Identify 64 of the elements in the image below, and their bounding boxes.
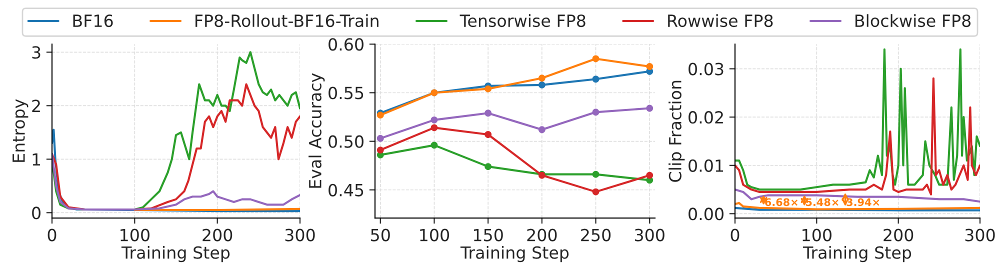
x-tick-label: 200 — [202, 228, 232, 242]
x-tick-label: 300 — [965, 228, 995, 242]
y-axis-title: Eval Accuracy — [308, 73, 325, 188]
x-tick-label: 200 — [527, 228, 557, 242]
x-axis-title: Training Step — [802, 246, 912, 262]
annotation: 6.68× — [765, 198, 798, 206]
y-tick-label: 0.60 — [328, 38, 364, 51]
x-axis-title: Training Step — [460, 246, 569, 262]
y-tick-label: 0.00 — [688, 208, 724, 220]
legend-label: Tensorwise FP8 — [460, 14, 586, 28]
x-tick-label: 100 — [120, 228, 150, 242]
x-tick-label: 200 — [884, 228, 914, 242]
y-tick-label: 0.45 — [328, 184, 364, 196]
line-series — [735, 48, 980, 191]
point — [592, 55, 600, 62]
line-series — [52, 152, 300, 211]
point — [484, 110, 492, 117]
y-tick-label: 0 — [32, 206, 40, 220]
x-tick-label: 250 — [581, 228, 611, 242]
y-axis-title: Clip Fraction — [668, 80, 685, 182]
y-tick-label: 2 — [32, 100, 40, 112]
legend-label: Rowwise FP8 — [668, 14, 773, 28]
x-tick-label: 0 — [730, 228, 740, 242]
point — [646, 104, 654, 112]
point — [430, 124, 438, 132]
x-axis-title: Training Step — [121, 246, 230, 262]
point — [592, 108, 600, 116]
point — [646, 63, 654, 70]
y-tick-label: 1 — [32, 153, 40, 166]
point — [538, 74, 546, 82]
legend-label: FP8-Rollout-BF16-Train — [196, 14, 378, 28]
annotation: 5.48× — [806, 198, 838, 206]
annotation: 3.94× — [846, 198, 880, 206]
y-tick-label: 0.03 — [688, 62, 724, 76]
x-tick-label: 150 — [474, 228, 503, 242]
legend-label: BF16 — [73, 14, 113, 28]
point — [592, 188, 600, 196]
point — [592, 76, 600, 83]
line-series — [52, 83, 300, 211]
y-tick-label: 0.55 — [328, 86, 364, 100]
x-tick-label: 300 — [634, 228, 664, 242]
y-tick-label: 0.02 — [688, 111, 723, 124]
point — [484, 85, 492, 92]
point — [376, 134, 384, 142]
x-tick-label: 100 — [802, 228, 832, 242]
y-tick-label: 0.50 — [328, 135, 364, 148]
y-tick-label: 0.01 — [688, 159, 724, 172]
point — [592, 170, 600, 178]
line-series — [735, 77, 980, 196]
point — [646, 172, 654, 179]
point — [538, 81, 546, 88]
point — [484, 163, 492, 170]
point — [484, 131, 492, 138]
y-axis-title: Entropy — [12, 99, 28, 162]
y-tick-label: 3 — [32, 46, 40, 59]
x-tick-label: 300 — [285, 228, 315, 242]
x-tick-label: 50 — [371, 228, 390, 242]
point — [376, 146, 384, 154]
point — [430, 116, 438, 124]
point — [538, 126, 546, 134]
legend-label: Blockwise FP8 — [855, 14, 971, 28]
x-tick-label: 0 — [48, 228, 56, 242]
x-tick-label: 100 — [420, 228, 450, 242]
point — [430, 142, 438, 149]
